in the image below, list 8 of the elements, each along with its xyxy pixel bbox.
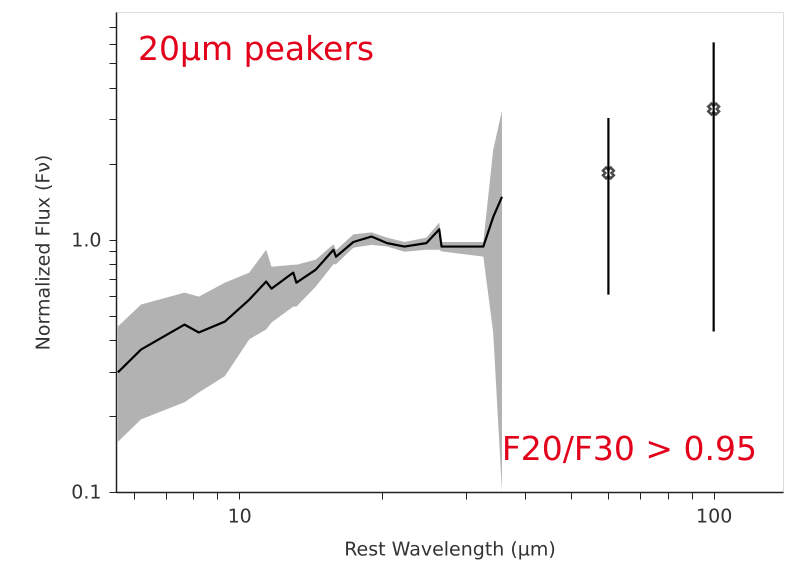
x-axis-title: Rest Wavelength (μm) [344, 538, 556, 560]
x-tick-label: 100 [696, 506, 732, 528]
annotation: 20μm peakers [138, 29, 374, 68]
y-tick-label: 1.0 [71, 229, 102, 252]
y-axis-title: Normalized Flux (Fν) [32, 154, 54, 350]
y-tick-label: 0.1 [71, 482, 102, 504]
annotation: F20/F30 > 0.95 [502, 429, 757, 468]
x-tick-label: 10 [228, 506, 252, 528]
